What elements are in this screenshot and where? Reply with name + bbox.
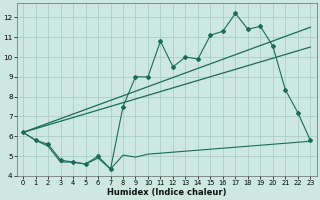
X-axis label: Humidex (Indice chaleur): Humidex (Indice chaleur) (107, 188, 227, 197)
